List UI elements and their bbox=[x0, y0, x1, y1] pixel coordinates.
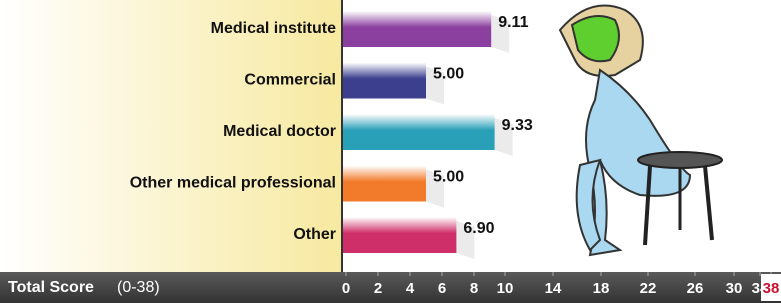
x-tick-label: 26 bbox=[687, 280, 704, 297]
x-axis-label: Total Score bbox=[8, 279, 94, 296]
x-axis-label-note: (0-38) bbox=[117, 279, 160, 296]
category-label: Medical institute bbox=[211, 20, 336, 37]
x-tick-label: 10 bbox=[497, 280, 514, 297]
value-label: 5.00 bbox=[433, 66, 464, 83]
x-tick-label: 0 bbox=[342, 280, 350, 297]
bar bbox=[343, 63, 426, 99]
category-label: Other medical professional bbox=[130, 175, 336, 192]
bar bbox=[343, 166, 426, 202]
x-tick-label: 6 bbox=[438, 280, 446, 297]
value-label: 9.11 bbox=[498, 14, 528, 31]
bar bbox=[343, 217, 456, 253]
value-label: 9.33 bbox=[502, 117, 533, 134]
x-tick-label: 38 bbox=[763, 280, 780, 297]
bar bbox=[343, 114, 495, 150]
category-label: Commercial bbox=[244, 72, 336, 89]
value-label: 5.00 bbox=[433, 169, 464, 186]
x-tick-label: 30 bbox=[726, 280, 743, 297]
x-tick-label: 22 bbox=[640, 280, 657, 297]
value-label: 6.90 bbox=[463, 220, 494, 237]
x-tick-label: 18 bbox=[593, 280, 610, 297]
category-label: Medical doctor bbox=[223, 123, 336, 140]
x-tick-label: 2 bbox=[374, 280, 382, 297]
category-label: Other bbox=[293, 226, 336, 243]
x-tick-label: 14 bbox=[545, 280, 562, 297]
x-tick-label: 8 bbox=[470, 280, 478, 297]
chart: Total Score (0-38) 024681014182226303438… bbox=[0, 0, 781, 303]
bar bbox=[343, 11, 491, 47]
x-tick-label: 4 bbox=[406, 280, 415, 297]
